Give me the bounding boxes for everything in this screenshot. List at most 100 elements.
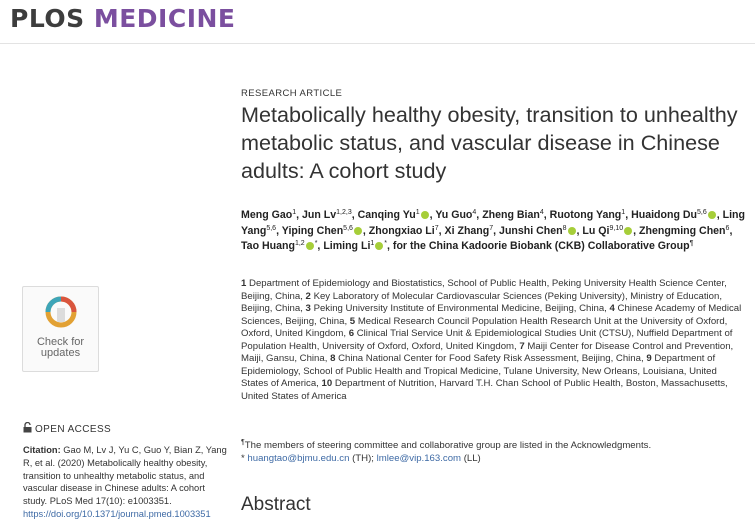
author-group-text: for the China Kadoorie Biobank (CKB) Col… bbox=[392, 240, 690, 252]
author-name: Junshi Chen bbox=[499, 224, 563, 237]
affiliation-item: 1 Department of Epidemiology and Biostat… bbox=[241, 278, 727, 302]
affiliation-item: 5 Medical Research Council Population He… bbox=[241, 316, 727, 340]
orcid-icon bbox=[420, 211, 429, 219]
affiliation-number: 3 bbox=[305, 303, 311, 314]
author-name: Yu Guo bbox=[435, 209, 473, 221]
header-divider bbox=[0, 43, 755, 44]
affiliation-item: 10 Department of Nutrition, Harvard T.H.… bbox=[241, 378, 728, 402]
author-list: Meng Gao1, Jun Lv1,2,3, Canqing Yu1, Yu … bbox=[241, 209, 745, 252]
citation-doi-link[interactable]: https://doi.org/10.1371/journal.pmed.100… bbox=[23, 508, 211, 519]
affiliation-number: 7 bbox=[519, 340, 525, 352]
author-name: Zhongxiao Li bbox=[368, 224, 435, 237]
author-affil-sup: 7 bbox=[434, 224, 439, 232]
email-link-li[interactable]: lmlee@vip.163.com bbox=[376, 452, 462, 464]
affiliation-number: 8 bbox=[330, 353, 336, 364]
email-suffix-huang: (TH); bbox=[352, 452, 374, 464]
author-affil-sup: 5,6 bbox=[266, 224, 277, 232]
author: Tao Huang1,2 * bbox=[241, 240, 317, 252]
author-affil-sup: 9,10 bbox=[609, 224, 624, 232]
author-affil-sup: 6 bbox=[725, 224, 730, 232]
author: Canqing Yu1 bbox=[358, 209, 430, 221]
orcid-icon bbox=[375, 242, 384, 250]
affiliation-text: Medical Research Council Population Heal… bbox=[241, 315, 728, 340]
citation-text: Gao M, Lv J, Yu C, Guo Y, Bian Z, Yang R… bbox=[23, 445, 227, 507]
affiliations: 1 Department of Epidemiology and Biostat… bbox=[241, 278, 746, 403]
affiliation-text: Department of Nutrition, Harvard T.H. Ch… bbox=[241, 378, 728, 402]
citation-label: Citation: bbox=[23, 445, 61, 455]
author-affil-sup: 1,2 bbox=[294, 240, 305, 247]
author-name: Xi Zhang bbox=[444, 224, 490, 237]
author: Ling Yang5,6 bbox=[241, 209, 745, 237]
author-name: Canqing Yu bbox=[357, 209, 416, 221]
affiliation-number: 5 bbox=[349, 315, 356, 327]
author-name: Yiping Chen bbox=[281, 224, 344, 237]
affiliation-item: 9 Department of Epidemiology, School of … bbox=[241, 353, 717, 389]
corresponding-mark: * bbox=[384, 240, 388, 247]
affiliation-text: Key Laboratory of Molecular Cardiovascul… bbox=[241, 290, 722, 315]
author-group: for the China Kadoorie Biobank (CKB) Col… bbox=[393, 240, 693, 252]
author-name: Tao Huang bbox=[241, 240, 295, 252]
open-access-label: OPEN ACCESS bbox=[23, 422, 111, 435]
article-type-label: RESEARCH ARTICLE bbox=[241, 88, 343, 99]
author-affil-sup: 7 bbox=[489, 224, 494, 232]
author-name: Zhengming Chen bbox=[639, 224, 726, 237]
orcid-icon bbox=[624, 226, 633, 235]
check-for-updates-badge[interactable]: Check for updates bbox=[22, 286, 99, 372]
author: Zhongxiao Li7 bbox=[369, 225, 439, 237]
check-label-line1: Check for bbox=[36, 336, 85, 348]
corr-symbol: * bbox=[241, 452, 245, 464]
email-suffix-li: (LL) bbox=[463, 452, 481, 464]
affiliation-item: 8 China National Center for Food Safety … bbox=[330, 353, 644, 364]
orcid-icon bbox=[707, 211, 716, 219]
crossmark-icon bbox=[45, 296, 76, 328]
open-access-text: OPEN ACCESS bbox=[35, 424, 112, 435]
orcid-icon bbox=[305, 242, 314, 250]
email-link-huang[interactable]: huangtao@bjmu.edu.cn bbox=[247, 452, 350, 464]
affiliation-number: 6 bbox=[348, 328, 355, 339]
author-affil-sup: 1 bbox=[415, 209, 420, 216]
affiliation-number: 2 bbox=[305, 290, 311, 302]
affiliation-number: 4 bbox=[609, 303, 615, 314]
affiliation-text: Chinese Academy of Medical Sciences, Bei… bbox=[241, 303, 742, 327]
orcid-icon bbox=[353, 226, 362, 235]
author-affil-sup: 1,2,3 bbox=[336, 209, 352, 216]
affiliation-item: 7 Maiji Center for Disease Control and P… bbox=[241, 341, 733, 365]
author-affil-sup: 8 bbox=[562, 224, 567, 232]
author-affil-sup: 4 bbox=[472, 209, 477, 216]
author-name: Lu Qi bbox=[582, 224, 610, 237]
open-lock-icon bbox=[23, 422, 32, 433]
author: Liming Li1 * bbox=[323, 240, 387, 252]
affiliation-item: 4 Chinese Academy of Medical Sciences, B… bbox=[241, 303, 741, 327]
author-affil-sup: 1 bbox=[292, 209, 297, 216]
affiliation-text: Department of Epidemiology, School of Pu… bbox=[241, 353, 717, 389]
author-name: Zheng Bian bbox=[482, 209, 540, 221]
orcid-icon bbox=[567, 226, 576, 235]
author-affil-sup: 5,6 bbox=[696, 209, 707, 216]
author-affil-sup: 5,6 bbox=[343, 224, 353, 232]
article-title: Metabolically healthy obesity, transitio… bbox=[241, 102, 738, 183]
author-name: Liming Li bbox=[323, 240, 371, 252]
author-group-sup: ¶ bbox=[689, 240, 694, 247]
author-name: Ruotong Yang bbox=[549, 209, 622, 221]
group-symbol: ¶ bbox=[241, 439, 245, 446]
journal-name-medicine: MEDICINE bbox=[93, 4, 236, 33]
affiliation-item: 3 Peking University Institute of Environ… bbox=[306, 303, 607, 314]
affiliation-text: Peking University Institute of Environme… bbox=[313, 303, 607, 314]
affiliation-number: 1 bbox=[241, 278, 247, 289]
author-affil-sup: 1 bbox=[370, 240, 375, 247]
author: Jun Lv1,2,3 bbox=[302, 209, 352, 221]
author-name: Jun Lv bbox=[302, 209, 337, 221]
correspondence-note: * huangtao@bjmu.edu.cn (TH); lmlee@vip.1… bbox=[241, 453, 746, 466]
author: Yu Guo4 bbox=[435, 209, 476, 221]
check-label-line2: updates bbox=[40, 347, 81, 359]
affiliation-text: Department of Epidemiology and Biostatis… bbox=[241, 278, 727, 302]
author: Ruotong Yang1 bbox=[550, 209, 626, 221]
author: Huaidong Du5,6 bbox=[631, 209, 717, 221]
journal-name-plos: PLOS bbox=[10, 4, 85, 33]
author-name: Ling Yang bbox=[241, 209, 745, 237]
author: Junshi Chen8 bbox=[499, 225, 576, 237]
author-affil-sup: 4 bbox=[539, 209, 544, 216]
citation-block: Citation: Gao M, Lv J, Yu C, Guo Y, Bian… bbox=[23, 444, 228, 521]
author-name: Meng Gao bbox=[241, 209, 293, 221]
author: Zhengming Chen6 bbox=[639, 225, 729, 237]
